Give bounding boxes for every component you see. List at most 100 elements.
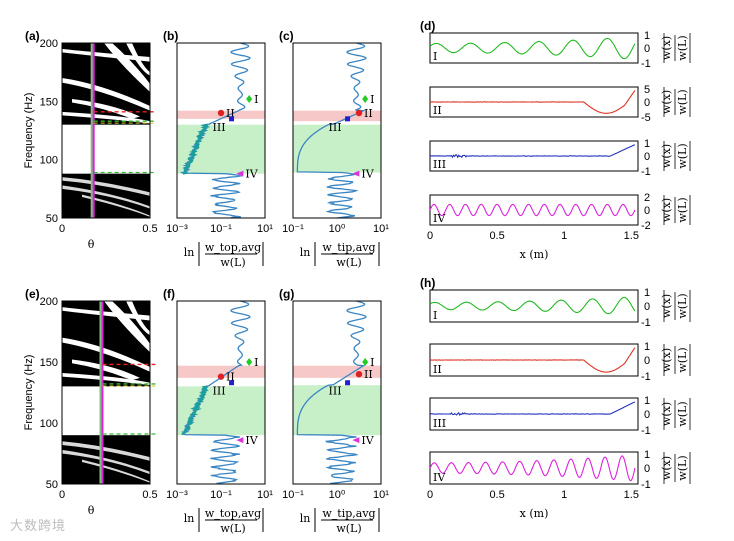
y-tick-label: -5 xyxy=(641,112,651,124)
y-axis-label: Frequency (Hz) xyxy=(23,93,35,169)
band-gap-highlight xyxy=(177,386,265,436)
y-axis-label-num: w(x) xyxy=(660,294,673,318)
theta-band xyxy=(99,301,103,484)
panel-label: (g) xyxy=(279,287,294,301)
subplot-frame xyxy=(429,32,639,64)
x-tick-label: 10¹ xyxy=(257,489,273,501)
x-axis-label-den: w(L) xyxy=(336,522,361,535)
y-axis-label-num: w(x) xyxy=(660,348,673,372)
point-III xyxy=(229,116,235,122)
mode-label: I xyxy=(433,309,437,322)
point-II xyxy=(217,109,225,117)
x-tick-label: 0.5 xyxy=(489,489,504,501)
mode-curve xyxy=(429,37,636,60)
axes-frame xyxy=(176,42,266,219)
mode-subplot-I: I10-1w(x) w(L) xyxy=(429,30,691,70)
y-axis-label-num: w(x) xyxy=(660,402,673,426)
band-gap xyxy=(62,386,150,436)
x-axis-label-den: w(L) xyxy=(336,256,361,269)
panel-label: (a) xyxy=(25,29,40,43)
mode-label: IV xyxy=(433,471,446,484)
x-tick-label: 0 xyxy=(59,223,65,235)
y-axis-label: Frequency (Hz) xyxy=(23,355,35,431)
point-label-III: III xyxy=(329,121,342,134)
point-III xyxy=(229,380,235,386)
mode-subplot-I: I10-1w(x) w(L) xyxy=(429,287,691,329)
axes-frame xyxy=(176,300,266,485)
point-label-II: II xyxy=(364,107,373,120)
mode-curve xyxy=(429,401,636,416)
x-axis-label-ln: ln xyxy=(300,246,311,259)
y-tick-label: 200 xyxy=(40,38,58,50)
y-tick-label: -2 xyxy=(641,220,651,232)
point-I xyxy=(362,358,369,366)
y-tick-label: 0 xyxy=(644,43,650,55)
y-axis-label-den: w(L) xyxy=(676,35,689,60)
subplot-frame xyxy=(429,289,639,323)
mode-subplot-III: III 10 -1 w(x) w(L) xyxy=(429,138,691,178)
y-tick-label: 2 xyxy=(644,192,650,204)
band-gap-highlight xyxy=(293,385,381,436)
point-label-IV: IV xyxy=(245,168,258,181)
x-axis-label-num: w_tip,avg xyxy=(322,241,375,254)
pass-band-curve xyxy=(82,194,150,217)
pass-band-curve xyxy=(62,337,150,372)
panel-label: (b) xyxy=(163,29,178,43)
y-tick-label: 0 xyxy=(644,301,650,313)
point-label-I: I xyxy=(254,93,258,106)
point-label-II: II xyxy=(226,371,235,384)
point-label-III: III xyxy=(329,385,342,398)
y-tick-label: 0 xyxy=(644,463,650,475)
point-label-IV: IV xyxy=(361,434,374,447)
y-tick-label: 100 xyxy=(40,418,58,430)
x-tick-label: 10⁻¹ xyxy=(210,223,232,235)
band-highlight-red xyxy=(177,365,265,378)
mode-subplot-II: II 50 -5 w(x) w(L) xyxy=(429,84,691,124)
x-axis-label-num: w_tip,avg xyxy=(322,507,375,520)
point-IV xyxy=(352,437,360,444)
point-label-IV: IV xyxy=(245,434,258,447)
x-axis-label-ln: ln xyxy=(184,246,195,259)
mode-subplot-II: II 1 0 -1 w(x) w(L) xyxy=(429,341,691,383)
x-tick-label: 10⁻¹ xyxy=(282,489,304,501)
pass-band-curve xyxy=(62,185,150,209)
y-tick-label: -1 xyxy=(641,425,651,437)
pass-band-curve xyxy=(62,177,150,196)
y-axis-label-num: w(x) xyxy=(660,36,673,60)
x-axis-label: x (m) xyxy=(520,248,549,261)
pass-band-curve xyxy=(62,441,150,461)
point-IV xyxy=(236,170,244,177)
y-axis-label-den: w(L) xyxy=(676,197,689,222)
panel-label: (e) xyxy=(25,287,40,301)
y-tick-label: 50 xyxy=(46,213,58,225)
pass-band-curve xyxy=(62,449,150,475)
gap-response-curve xyxy=(182,123,211,175)
point-III xyxy=(345,380,351,386)
point-label-I: I xyxy=(370,356,374,369)
pass-band-curve xyxy=(62,111,150,124)
x-tick-label: 0.5 xyxy=(142,489,157,501)
x-tick-label: 10¹ xyxy=(373,223,389,235)
point-IV xyxy=(352,170,360,177)
subplot-frame xyxy=(429,451,639,485)
pass-band-curve xyxy=(126,301,150,336)
panel-e: (e) 50 100 150 200 0 0.5 θ Frequency (Hz) xyxy=(23,287,158,517)
panel-label: (c) xyxy=(279,29,294,43)
x-tick-label: 0.5 xyxy=(489,230,504,242)
y-tick-label: 0 xyxy=(644,205,650,217)
mode-curve xyxy=(429,90,636,114)
x-tick-label: 10⁰ xyxy=(329,489,346,501)
y-axis-label-den: w(L) xyxy=(676,293,689,318)
pass-band-curve xyxy=(126,43,150,76)
x-tick-label: 0.5 xyxy=(142,223,157,235)
y-tick-label: 0 xyxy=(644,151,650,163)
point-I xyxy=(246,95,253,103)
axes-frame xyxy=(292,42,382,219)
x-axis-label: θ xyxy=(88,238,95,251)
y-tick-label: 50 xyxy=(46,479,58,491)
pass-band-curve xyxy=(72,359,140,381)
